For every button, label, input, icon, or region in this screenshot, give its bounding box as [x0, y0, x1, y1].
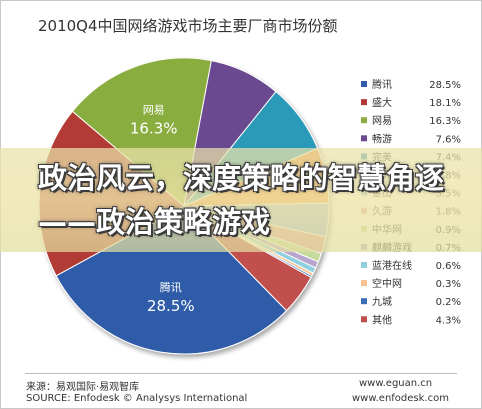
legend-value: 16.3%	[429, 116, 461, 127]
website-eguan: www.eguan.cn	[359, 378, 433, 389]
chart-title: 2010Q4中国网络游戏市场主要厂商市场份额	[38, 17, 338, 35]
slice-value-label: 16.3%	[130, 120, 178, 138]
legend-value: 7.6%	[436, 134, 461, 145]
legend-label: 畅游	[372, 132, 392, 145]
legend-swatch	[361, 117, 367, 124]
legend-swatch	[361, 135, 367, 142]
slice-name-label: 腾讯	[160, 280, 182, 294]
legend-value: 28.5%	[429, 80, 461, 91]
legend-label: 其他	[372, 313, 392, 326]
legend-swatch	[361, 262, 367, 268]
legend-value: 0.6%	[436, 261, 461, 272]
source-cn: 来源：易观国际·易观智库	[26, 382, 140, 393]
legend-label: 九城	[372, 296, 392, 308]
legend-swatch	[361, 280, 367, 287]
legend-label: 蓝港在线	[372, 259, 412, 272]
slice-value-label: 28.5%	[147, 297, 195, 315]
source-en: SOURCE: Enfodesk © Analysys Internationa…	[26, 393, 248, 404]
legend-swatch	[361, 316, 367, 323]
slice-name-label: 网易	[143, 104, 165, 117]
website-enfodesk: www.enfodesk.com	[352, 393, 449, 404]
legend-value: 4.3%	[436, 315, 461, 326]
legend-label: 网易	[372, 115, 392, 127]
legend-swatch	[361, 99, 367, 106]
pie-slice-tencent	[55, 205, 288, 355]
overlay-banner: 政治风云，深度策略的智慧角逐——政治策略游戏	[0, 148, 482, 252]
legend-value: 18.1%	[429, 98, 461, 109]
footer-divider	[25, 373, 457, 374]
legend-value: 0.2%	[436, 297, 461, 308]
legend-value: 0.3%	[436, 279, 461, 290]
legend-swatch	[361, 81, 367, 87]
legend-label: 腾讯	[372, 78, 392, 91]
legend-label: 盛大	[372, 96, 392, 109]
banner-text: 政治风云，深度策略的智慧角逐——政治策略游戏	[38, 161, 445, 239]
legend-swatch	[361, 298, 367, 305]
slice-labels: 网易 16.3% 腾讯 28.5%	[130, 104, 195, 315]
legend-label: 空中网	[372, 277, 402, 290]
